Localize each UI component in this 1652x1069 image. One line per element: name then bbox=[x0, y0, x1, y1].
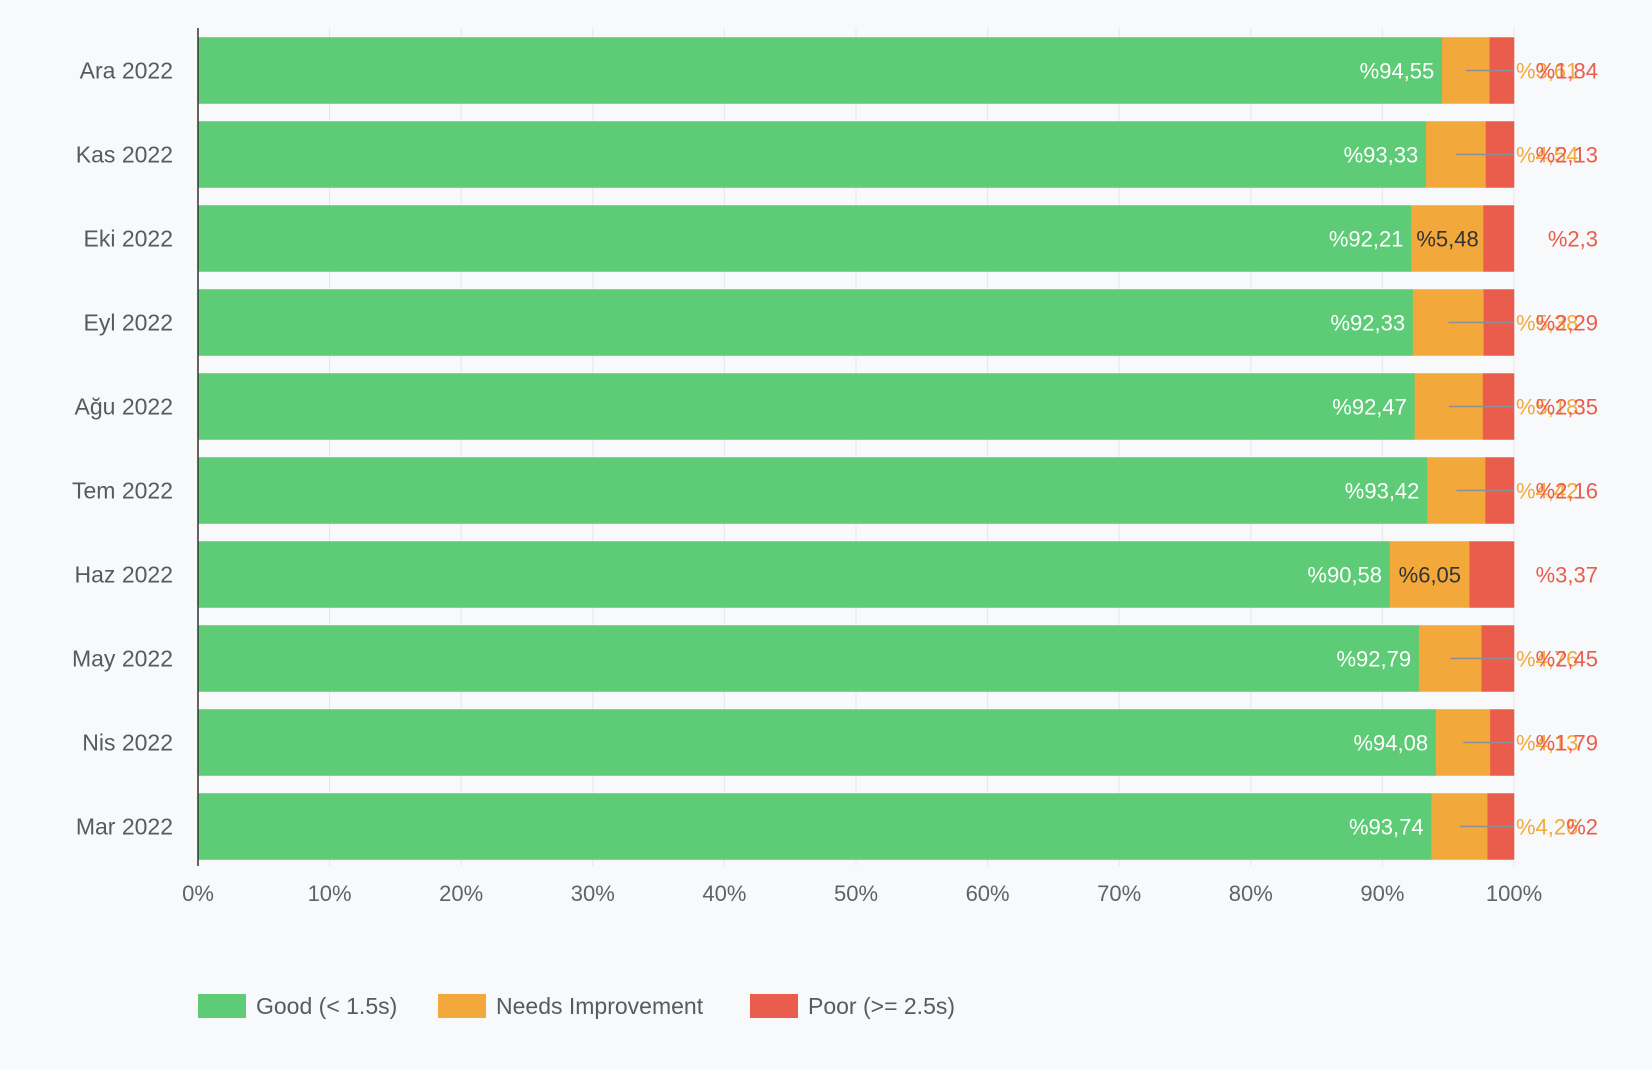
data-label-poor: %1,84 bbox=[1536, 59, 1598, 84]
legend-swatch-needs-improvement bbox=[438, 994, 486, 1018]
data-label-good: %90,58 bbox=[1307, 563, 1382, 588]
axes: 0% 10% 20% 30% 40% 50% 60% 70% 80% 90% 100% Ara 202… bbox=[72, 28, 1542, 906]
x-tick-label: 100% bbox=[1486, 881, 1542, 906]
bar-segment-poor[interactable] bbox=[1483, 205, 1515, 272]
data-label-good: %93,42 bbox=[1345, 479, 1420, 504]
data-label-poor: %2,45 bbox=[1536, 647, 1598, 672]
y-category-label: Kas 2022 bbox=[76, 142, 173, 168]
legend-label-poor: Poor (>= 2.5s) bbox=[808, 993, 955, 1019]
x-tick-label: 20% bbox=[439, 881, 483, 906]
y-category-label: Nis 2022 bbox=[82, 730, 173, 756]
legend-label-needs-improvement: Needs Improvement bbox=[496, 993, 704, 1019]
data-label-needs-improvement: %5,18 bbox=[1516, 395, 1578, 420]
y-category-label: Ağu 2022 bbox=[75, 394, 173, 420]
data-label-needs-improvement: %4,76 bbox=[1516, 647, 1578, 672]
data-label-good: %94,55 bbox=[1360, 59, 1435, 84]
data-label-needs-improvement: %4,54 bbox=[1516, 143, 1578, 168]
legend-swatch-poor bbox=[750, 994, 798, 1018]
data-label-poor: %2,13 bbox=[1536, 143, 1598, 168]
y-category-label: Ara 2022 bbox=[80, 58, 173, 84]
data-label-poor: %2,3 bbox=[1548, 227, 1598, 252]
data-labels: %94,55 %3,61%1,84 %93,33 %4,54%2,13 %92,21 %5… bbox=[1307, 59, 1598, 840]
x-tick-label: 10% bbox=[308, 881, 352, 906]
legend-swatch-good bbox=[198, 994, 246, 1018]
bar-segment-poor[interactable] bbox=[1469, 541, 1515, 608]
data-label-good: %93,33 bbox=[1344, 143, 1419, 168]
bar-segment-good[interactable] bbox=[197, 289, 1414, 356]
y-category-label: Eyl 2022 bbox=[83, 310, 173, 336]
data-label-good: %92,79 bbox=[1336, 647, 1411, 672]
data-label-good: %92,47 bbox=[1332, 395, 1407, 420]
x-tick-label: 50% bbox=[834, 881, 878, 906]
data-label-poor: %2 bbox=[1566, 815, 1598, 840]
data-label-needs-improvement: %4,13 bbox=[1516, 731, 1578, 756]
bar-segment-good[interactable] bbox=[197, 793, 1432, 860]
bar-segment-good[interactable] bbox=[197, 121, 1427, 188]
bar-segment-good[interactable] bbox=[197, 457, 1428, 524]
data-label-good: %94,08 bbox=[1353, 731, 1428, 756]
data-label-needs-improvement: %5,38 bbox=[1516, 311, 1578, 336]
data-label-needs-improvement: %6,05 bbox=[1399, 563, 1461, 588]
data-label-poor: %1,79 bbox=[1536, 731, 1598, 756]
legend: Good (< 1.5s) Needs Improvement Poor (>=… bbox=[198, 993, 955, 1019]
x-tick-label: 40% bbox=[702, 881, 746, 906]
data-label-needs-improvement: %4,26 bbox=[1516, 815, 1578, 840]
bar-segment-good[interactable] bbox=[197, 37, 1443, 104]
bar-segment-good[interactable] bbox=[197, 373, 1416, 440]
bar-segment-good[interactable] bbox=[197, 205, 1412, 272]
bar-segment-needs-improvement[interactable] bbox=[1389, 541, 1470, 608]
data-label-poor: %3,37 bbox=[1536, 563, 1598, 588]
x-tick-label: 60% bbox=[966, 881, 1010, 906]
x-tick-label: 70% bbox=[1097, 881, 1141, 906]
data-label-good: %92,33 bbox=[1330, 311, 1405, 336]
legend-item-needs-improvement[interactable]: Needs Improvement bbox=[438, 993, 704, 1019]
bar-segment-good[interactable] bbox=[197, 709, 1437, 776]
bar-segment-good[interactable] bbox=[197, 625, 1420, 692]
legend-label-good: Good (< 1.5s) bbox=[256, 993, 397, 1019]
data-label-good: %92,21 bbox=[1329, 227, 1404, 252]
y-category-label: Eki 2022 bbox=[83, 226, 173, 252]
x-tick-label: 0% bbox=[182, 881, 214, 906]
data-label-good: %93,74 bbox=[1349, 815, 1424, 840]
legend-item-good[interactable]: Good (< 1.5s) bbox=[198, 993, 397, 1019]
x-tick-label: 90% bbox=[1360, 881, 1404, 906]
data-label-needs-improvement: %3,61 bbox=[1516, 59, 1578, 84]
bar-segment-good[interactable] bbox=[197, 541, 1391, 608]
x-tick-label: 30% bbox=[571, 881, 615, 906]
data-label-needs-improvement: %5,48 bbox=[1416, 227, 1478, 252]
y-category-label: Haz 2022 bbox=[75, 562, 173, 588]
data-label-poor: %2,16 bbox=[1536, 479, 1598, 504]
y-category-label: May 2022 bbox=[72, 646, 173, 672]
y-category-label: Tem 2022 bbox=[72, 478, 173, 504]
y-category-label: Mar 2022 bbox=[76, 814, 173, 840]
data-label-poor: %2,35 bbox=[1536, 395, 1598, 420]
data-label-needs-improvement: %4,42 bbox=[1516, 479, 1578, 504]
legend-item-poor[interactable]: Poor (>= 2.5s) bbox=[750, 993, 955, 1019]
x-tick-label: 80% bbox=[1229, 881, 1273, 906]
data-label-poor: %2,29 bbox=[1536, 311, 1598, 336]
